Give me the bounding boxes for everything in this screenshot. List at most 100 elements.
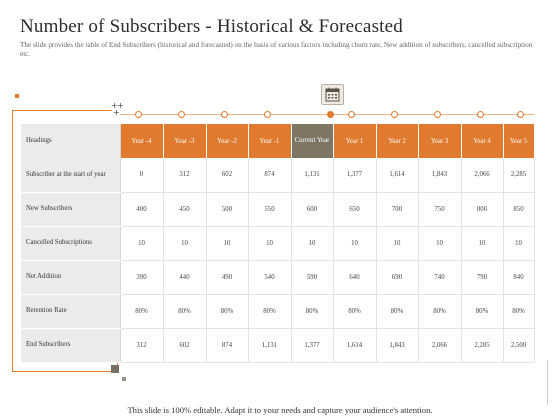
table-cell: 10 [163, 226, 207, 261]
table-cell: 10 [291, 226, 334, 261]
slide-title: Number of Subscribers - Historical & For… [20, 16, 403, 37]
table-cell: 602 [163, 328, 207, 363]
table-cell: 1,614 [376, 158, 419, 193]
table-cell: 550 [248, 192, 292, 227]
table-cell: 2,285 [503, 158, 535, 193]
timeline-dot [348, 111, 355, 118]
table-cell: 80% [163, 294, 207, 329]
table-cell: 10 [503, 226, 535, 261]
table-cell: 10 [461, 226, 504, 261]
table-cell: 10 [206, 226, 249, 261]
table-cell: 600 [291, 192, 334, 227]
table-cell: 2,500 [503, 328, 535, 363]
row-label: Subscriber at the start of year [21, 158, 121, 193]
table-row: Cancelled Subscriptions 10 10 10 10 10 10 10 10 1… [21, 226, 535, 261]
table-cell: 312 [163, 158, 207, 193]
table-cell: 80% [333, 294, 377, 329]
table-cell: 850 [503, 192, 535, 227]
table-cell: 640 [333, 260, 377, 295]
table-cell: 500 [206, 192, 249, 227]
table-cell: 10 [376, 226, 419, 261]
table-cell: 690 [376, 260, 419, 295]
timeline-dot [517, 111, 524, 118]
column-header: Year 3 [418, 124, 462, 158]
table-cell: 874 [206, 328, 249, 363]
column-header: Year 4 [461, 124, 504, 158]
column-header: Year -2 [206, 124, 249, 158]
table-row: Net Addition 390 440 490 540 590 640 690 740 790 8… [21, 260, 535, 295]
table-cell: 80% [248, 294, 292, 329]
decor-square-orange [15, 94, 19, 98]
row-label: Net Addition [21, 260, 121, 295]
column-header: Year 1 [333, 124, 377, 158]
table-cell: 400 [120, 192, 164, 227]
table-cell: 450 [163, 192, 207, 227]
decor-right-line [547, 360, 550, 405]
table-cell: 540 [248, 260, 292, 295]
decor-plus-icon: + [117, 101, 124, 110]
table-cell: 874 [248, 158, 292, 193]
table-row: Subscriber at the start of year 0 312 602 87… [21, 158, 535, 193]
row-label: End Subscribers [21, 328, 121, 363]
decor-square-gray [122, 377, 126, 381]
table-cell: 840 [503, 260, 535, 295]
table-row: New Subscribers 400 450 500 550 600 650 700 750 8… [21, 192, 535, 227]
timeline-dot [135, 111, 142, 118]
column-header: Year 5 [503, 124, 535, 158]
table-cell: 80% [418, 294, 462, 329]
timeline-dot [178, 111, 185, 118]
table-cell: 0 [120, 158, 164, 193]
footer-note: This slide is 100% editable. Adapt it to… [127, 405, 433, 415]
row-label: New Subscribers [21, 192, 121, 227]
table-cell: 1,843 [418, 158, 462, 193]
column-header: Year -3 [163, 124, 207, 158]
column-header: Year -4 [120, 124, 164, 158]
table-cell: 650 [333, 192, 377, 227]
table-cell: 490 [206, 260, 249, 295]
table-cell: 80% [291, 294, 334, 329]
frame-top-line [12, 110, 112, 111]
frame-bottom-line [12, 371, 118, 372]
table-cell: 10 [248, 226, 292, 261]
table-cell: 1,377 [291, 328, 334, 363]
table-cell: 2,066 [418, 328, 462, 363]
table-cell: 790 [461, 260, 504, 295]
table-cell: 700 [376, 192, 419, 227]
table-cell: 80% [120, 294, 164, 329]
table-row: End Subscribers 312 602 874 1,131 1,377 1,614 1… [21, 328, 535, 363]
timeline-dot [221, 111, 228, 118]
table-cell: 10 [333, 226, 377, 261]
table-cell: 80% [376, 294, 419, 329]
timeline-dot [434, 111, 441, 118]
decor-plus-icon: + [113, 108, 120, 117]
timeline-dot [264, 111, 271, 118]
table-cell: 80% [206, 294, 249, 329]
column-header: Current Year [291, 124, 334, 158]
calendar-icon [321, 84, 344, 105]
table-cell: 1,377 [333, 158, 377, 193]
decor-square-dark [111, 365, 119, 373]
timeline-dot [327, 111, 334, 118]
timeline-dot [391, 111, 398, 118]
table-cell: 440 [163, 260, 207, 295]
decor-plus-icon: + [111, 101, 118, 110]
table-cell: 1,131 [291, 158, 334, 193]
slide-subtitle: The slide provides the table of End Subs… [20, 41, 533, 58]
table-cell: 750 [418, 192, 462, 227]
table-cell: 800 [461, 192, 504, 227]
table-cell: 80% [461, 294, 504, 329]
row-label: Retention Rate [21, 294, 121, 329]
table-cell: 602 [206, 158, 249, 193]
table-cell: 390 [120, 260, 164, 295]
timeline-dot [477, 111, 484, 118]
column-header: Year 2 [376, 124, 419, 158]
column-header: Year -1 [248, 124, 292, 158]
subscribers-table: Headings Year -4 Year -3 Year -2 Year -1 Curr… [21, 124, 535, 363]
table-cell: 80% [503, 294, 535, 329]
row-label: Cancelled Subscriptions [21, 226, 121, 261]
table-header-row: Headings Year -4 Year -3 Year -2 Year -1 Curr… [21, 124, 535, 158]
table-cell: 2,066 [461, 158, 504, 193]
table-cell: 1,131 [248, 328, 292, 363]
table-cell: 2,285 [461, 328, 504, 363]
frame-left-line [12, 110, 13, 372]
